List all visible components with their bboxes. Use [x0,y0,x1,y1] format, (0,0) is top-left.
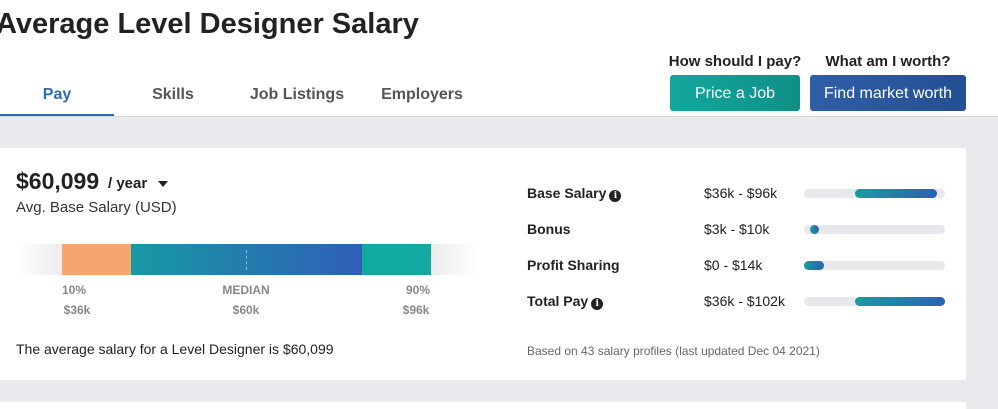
percentile-90-value: $96k [402,303,430,317]
header-divider [0,116,998,117]
breakdown-range-total-pay: $36k - $102k [704,293,785,309]
breakdown-fill-profit-sharing [804,261,824,270]
breakdown-range-base-salary: $36k - $96k [704,185,778,201]
caret-down-icon[interactable] [158,181,168,187]
breakdown-fill-total-pay [855,297,945,306]
breakdown-label-bonus: Bonus [527,221,571,237]
percentile-10-label: 10% [61,283,87,297]
breakdown-label-total-pay: Total Pay i [527,293,604,310]
find-market-worth-button[interactable]: Find market worth [810,75,966,111]
median-marker [246,250,247,270]
breakdown-range-profit-sharing: $0 - $14k [704,257,763,273]
breakdown-bar-bonus [804,225,945,234]
tab-skills[interactable]: Skills [152,86,194,103]
breakdown-fill-base-salary [855,189,937,198]
salary-summary: The average salary for a Level Designer … [16,341,334,357]
breakdown-fill-bonus [810,225,819,234]
breakdown-range-bonus: $3k - $10k [704,221,770,237]
pay-period-selector[interactable]: / year [108,175,148,192]
breakdown-label-base-salary: Base Salary i [527,185,622,202]
info-icon[interactable]: i [591,298,604,310]
breakdown-label-profit-sharing: Profit Sharing [527,257,620,273]
breakdown-bar-base-salary [804,189,945,198]
range-segment-high [362,244,431,275]
breakdown-bar-total-pay [804,297,945,306]
next-card [0,402,966,409]
price-job-question: How should I pay? [668,53,802,70]
median-value: $60k [232,303,260,317]
info-icon[interactable]: i [609,190,622,202]
salary-subtitle: Avg. Base Salary (USD) [16,199,177,216]
data-footnote: Based on 43 salary profiles (last update… [527,344,820,358]
market-worth-question: What am I worth? [825,53,951,70]
tab-employers[interactable]: Employers [381,86,463,103]
tab-job-listings[interactable]: Job Listings [249,86,345,103]
salary-amount: $60,099 [16,168,100,194]
page-title: Average Level Designer Salary [0,8,419,40]
price-job-group: How should I pay? Price a Job [668,52,802,111]
tab-bar: Pay Skills Job Listings Employers [0,78,480,117]
price-job-button[interactable]: Price a Job [670,75,800,111]
median-label: MEDIAN [222,283,270,297]
market-worth-group: What am I worth? Find market worth [810,52,966,111]
percentile-10-value: $36k [63,303,91,317]
tab-pay[interactable]: Pay [0,78,114,117]
percentile-90-label: 90% [405,283,431,297]
range-segment-low [62,244,131,275]
breakdown-bar-profit-sharing [804,261,945,270]
